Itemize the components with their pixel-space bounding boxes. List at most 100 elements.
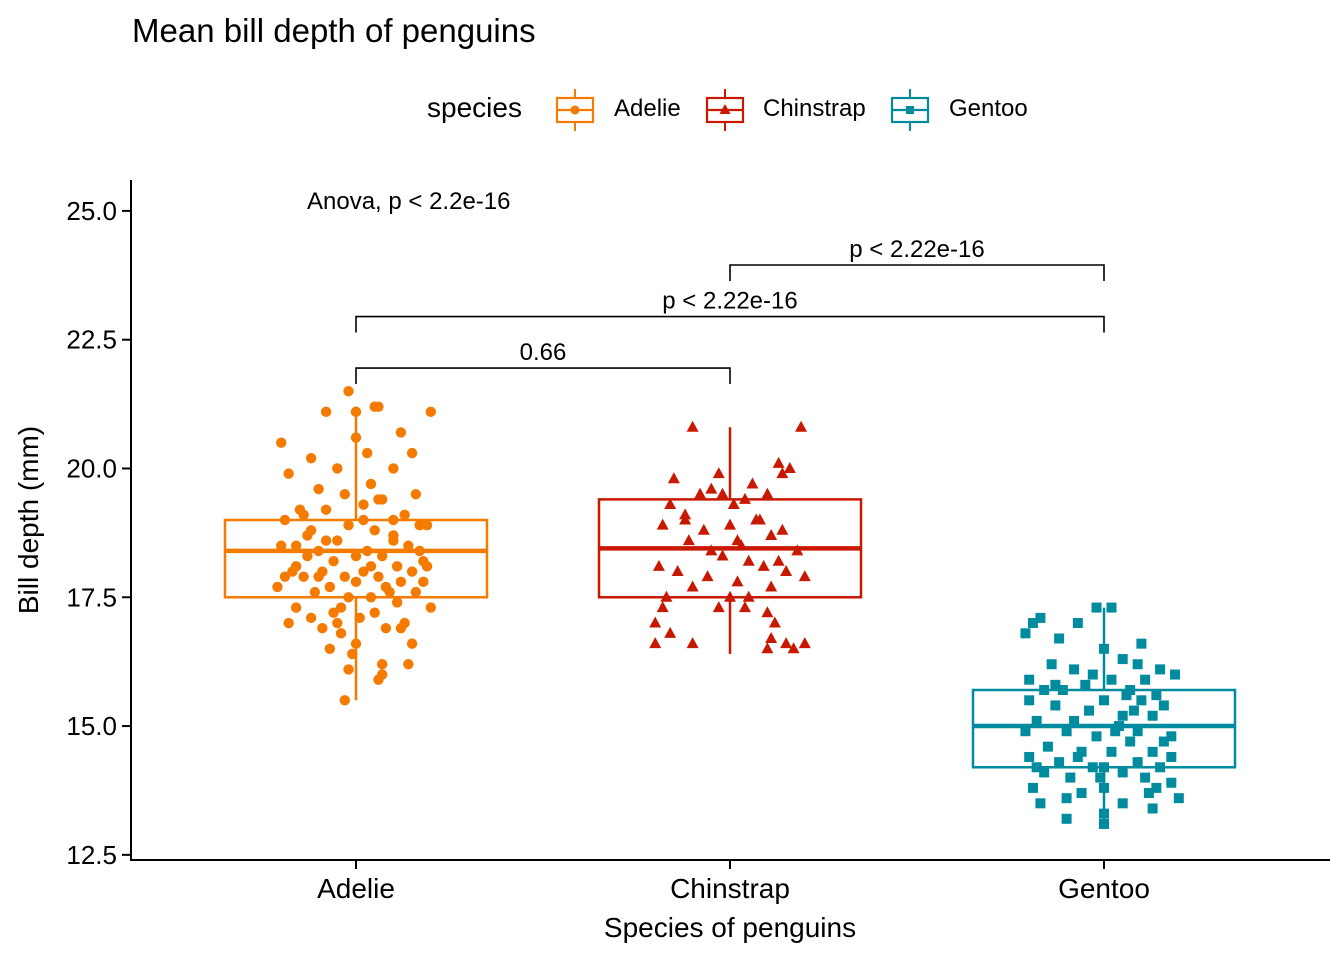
adelie-point [414,545,425,557]
gentoo-point [1117,710,1128,721]
chinstrap-point [686,580,699,592]
chinstrap-point [716,487,729,499]
gentoo-point [1035,798,1046,809]
gentoo-point [1024,695,1035,706]
comparison-bracket [355,367,731,385]
chinstrap-point [731,534,744,546]
legend-key-chinstrap [703,88,747,132]
adelie-point [365,592,377,603]
chinstrap-point [705,482,718,494]
gentoo-point [1121,690,1132,701]
y-tick-label: 12.5 [66,840,117,870]
adelie-point [373,401,384,412]
adelie-point [332,617,343,629]
adelie-point [410,489,422,500]
gentoo-point [1046,659,1057,670]
gentoo-point [1136,638,1147,649]
adelie-point [410,586,422,598]
adelie-point [283,617,294,629]
gentoo-point [1136,695,1147,706]
adelie-point [305,452,317,464]
chinstrap-point [795,420,808,432]
adelie-point [369,607,380,618]
adelie-point [328,607,339,618]
gentoo-point [1158,700,1169,711]
adelie-point [421,561,433,572]
adelie-point [279,571,291,582]
gentoo-point [1132,659,1143,670]
adelie-point [369,525,380,536]
adelie-point [290,540,302,551]
gentoo-point [1039,685,1050,695]
adelie-point [362,545,373,557]
chinstrap-point [798,637,811,649]
adelie-point [395,576,407,588]
chinstrap-point [679,508,692,520]
adelie-point [335,628,347,639]
adelie-point [313,483,324,495]
chinstrap-point [727,498,740,510]
chinstrap-point [712,467,725,479]
gentoo-point [1095,772,1106,783]
adelie-point [305,612,317,624]
adelie-point [302,550,313,562]
adelie-point [317,622,328,634]
adelie-point [358,566,369,577]
chinstrap-point [660,590,673,602]
adelie-point [399,509,410,521]
adelie-point [320,406,332,418]
gentoo-point [1166,777,1177,788]
gentoo-point [1091,731,1102,742]
chinstrap-point [686,420,699,432]
adelie-point [339,695,350,706]
adelie-box [223,518,489,599]
chinstrap-point [742,554,755,566]
gentoo-point [1113,721,1124,732]
adelie-point [339,571,350,582]
legend-key-adelie [553,88,597,132]
gentoo-point [1099,695,1109,706]
gentoo-point [1024,674,1035,685]
gentoo-point [1054,757,1065,768]
gentoo-point [1132,726,1143,737]
adelie-point [403,659,414,670]
adelie-point [388,463,399,474]
chinstrap-point [686,637,699,649]
adelie-point [343,592,354,603]
adelie-point [279,514,291,526]
gentoo-point [1166,751,1177,762]
adelie-point [343,519,354,531]
gentoo-point [1061,726,1072,737]
adelie-point [384,586,395,598]
gentoo-point [1061,793,1072,804]
gentoo-point [1106,602,1117,613]
legend: species Adelie Chinstrap Gentoo [0,88,1344,132]
chinstrap-point [649,616,662,628]
adelie-point [406,566,418,577]
chinstrap-point [761,642,774,654]
chinstrap-point [780,637,793,649]
y-tick-label: 22.5 [66,325,117,355]
adelie-point [365,478,377,490]
chinstrap-point [776,467,789,479]
gentoo-point [1050,700,1061,711]
gentoo-point [1042,741,1053,752]
gentoo-point [1057,685,1068,695]
adelie-point [343,664,354,675]
adelie-point [380,622,392,634]
adelie-point [365,561,377,572]
gentoo-point [1039,767,1050,778]
chinstrap-point [768,616,781,628]
gentoo-point [1072,751,1083,762]
adelie-point [421,519,433,531]
gentoo-point [1035,612,1046,623]
adelie-point [298,509,309,521]
legend-key-gentoo [888,88,932,132]
gentoo-point [1151,690,1162,701]
adelie-point [358,514,369,526]
gentoo-point [1020,628,1031,639]
gentoo-point [1091,602,1102,613]
adelie-point [309,586,321,598]
adelie-point [391,561,403,572]
